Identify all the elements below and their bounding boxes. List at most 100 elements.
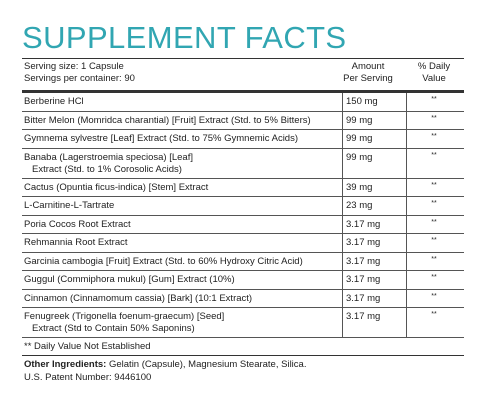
ingredient-daily-value: ** [431,200,437,207]
ingredient-name-continuation: Extract (Std. to 1% Corosolic Acids) [32,163,182,175]
ingredient-name-continuation: Extract (Std to Contain 50% Saponins) [32,323,195,334]
ingredient-row: Fenugreek (Trigonella foenum-graecum) [S… [22,308,464,338]
ingredient-name: Rehmannia Root Extract [24,237,342,249]
ingredient-name: L-Carnitine-L-Tartrate [24,200,342,212]
column-divider [406,111,407,129]
ingredient-name: Fenugreek (Trigonella foenum-graecum) [S… [24,311,342,335]
daily-value-header-line1: % Daily [417,61,451,72]
ingredient-name-line: Bitter Melon (Momridca charantial) [Frui… [24,114,311,126]
ingredient-daily-value: ** [431,237,437,244]
other-ingredients-label: Other Ingredients: [24,359,107,370]
ingredient-row: Cactus (Opuntia ficus-indica) [Stem] Ext… [22,178,464,197]
ingredient-amount: 23 mg [346,200,373,211]
column-divider [342,289,343,307]
column-divider [406,308,407,337]
ingredient-amount: 3.17 mg [346,274,381,285]
footnote: ** Daily Value Not Established [24,341,151,352]
ingredient-amount: 3.17 mg [346,218,381,230]
ingredient-amount: 3.17 mg [346,292,381,304]
ingredient-row: Cinnamon (Cinnamomum cassia) [Bark] (10:… [22,289,464,308]
ingredient-amount: 99 mg [346,133,373,144]
ingredient-daily-value: ** [431,311,437,318]
ingredient-name: Cactus (Opuntia ficus-indica) [Stem] Ext… [24,182,342,194]
ingredient-name-line: Gymnema sylvestre [Leaf] Extract (Std. t… [24,133,299,144]
daily-value-header-line2: Value [422,73,446,84]
supplement-facts-panel: Serving size: 1 Capsule Servings per con… [22,58,464,384]
amount-header-line2: Per Serving [343,73,393,84]
ingredient-daily-value: ** [431,114,437,122]
ingredient-daily-value: ** [431,274,437,281]
column-divider [342,252,343,270]
daily-value-header: % Daily Value [406,61,462,85]
top-rule [22,58,464,59]
column-divider [406,271,407,289]
ingredient-row: Guggul (Commiphora mukul) [Gum] Extract … [22,271,464,290]
ingredient-name: Cinnamon (Cinnamomum cassia) [Bark] (10:… [24,293,342,305]
ingredient-name: Guggul (Commiphora mukul) [Gum] Extract … [24,274,342,286]
ingredient-amount: 150 mg [346,96,378,107]
column-divider [342,93,343,111]
ingredient-name-line: Garcinia cambogia [Fruit] Extract (Std. … [24,255,303,267]
ingredient-name-line: Cactus (Opuntia ficus-indica) [Stem] Ext… [24,181,209,193]
column-divider [342,197,343,215]
ingredient-daily-value: ** [431,218,437,226]
ingredient-row: Banaba (Lagerstroemia speciosa) [Leaf] Ex… [22,148,464,179]
column-divider [342,234,343,252]
ingredient-daily-value: ** [431,181,437,189]
ingredient-daily-value: ** [431,151,437,159]
column-divider [342,271,343,289]
column-divider [342,111,343,129]
ingredient-amount: 39 mg [346,181,373,193]
ingredient-row: Rehmannia Root Extract 3.17 mg ** [22,234,464,253]
amount-header-line1: Amount [351,61,385,72]
ingredient-amount: 3.17 mg [346,255,381,267]
header-rule [22,90,464,93]
column-divider [406,234,407,252]
bottom-rule [22,355,464,356]
ingredient-amount: 99 mg [346,151,373,163]
ingredient-name: Garcinia cambogia [Fruit] Extract (Std. … [24,256,342,268]
column-divider [406,93,407,111]
ingredient-name-line: Cinnamon (Cinnamomum cassia) [Bark] (10:… [24,292,253,304]
ingredient-amount: 99 mg [346,114,373,126]
ingredient-row: L-Carnitine-L-Tartrate 23 mg ** [22,197,464,216]
column-divider [406,197,407,215]
ingredient-name: Gymnema sylvestre [Leaf] Extract (Std. t… [24,133,342,145]
column-divider [342,148,343,178]
column-divider [342,178,343,196]
servings-per-container: Servings per container: 90 [24,73,135,84]
ingredient-name: Berberine HCl [24,96,342,108]
ingredient-name: Poria Cocos Root Extract [24,219,342,231]
supplement-facts-title: SUPPLEMENT FACTS [22,20,347,55]
ingredient-row: Bitter Melon (Momridca charantial) [Frui… [22,111,464,130]
column-divider [406,178,407,196]
ingredient-row: Poria Cocos Root Extract 3.17 mg ** [22,215,464,234]
ingredient-name-line: L-Carnitine-L-Tartrate [24,200,115,211]
ingredient-row: Berberine HCl 150 mg ** [22,93,464,112]
other-ingredients: Other Ingredients: Gelatin (Capsule), Ma… [22,356,464,371]
ingredient-name-line: Rehmannia Root Extract [24,237,128,248]
ingredient-name-line: Banaba (Lagerstroemia speciosa) [Leaf] [24,151,193,163]
column-divider [406,252,407,270]
column-divider [406,130,407,148]
ingredient-amount: 3.17 mg [346,237,381,248]
serving-header: Serving size: 1 Capsule Servings per con… [22,59,464,90]
ingredient-daily-value: ** [431,133,437,140]
serving-size: Serving size: 1 Capsule [24,61,124,72]
ingredient-name: Banaba (Lagerstroemia speciosa) [Leaf] Ex… [24,152,342,176]
ingredient-row: Garcinia cambogia [Fruit] Extract (Std. … [22,252,464,271]
column-divider [406,289,407,307]
column-divider [406,148,407,178]
ingredient-name-line: Berberine HCl [24,96,84,107]
column-divider [342,130,343,148]
other-ingredients-text: Gelatin (Capsule), Magnesium Stearate, S… [106,359,307,370]
ingredient-daily-value: ** [431,96,437,103]
ingredient-daily-value: ** [431,292,437,300]
column-divider [342,215,343,233]
ingredient-daily-value: ** [431,255,437,263]
ingredient-list: Berberine HCl 150 mg ** Bitter Melon (Momri… [22,93,464,338]
patent-number: U.S. Patent Number: 9446100 [24,372,152,383]
ingredient-name: Bitter Melon (Momridca charantial) [Frui… [24,115,342,127]
column-divider [342,308,343,337]
column-divider [406,215,407,233]
